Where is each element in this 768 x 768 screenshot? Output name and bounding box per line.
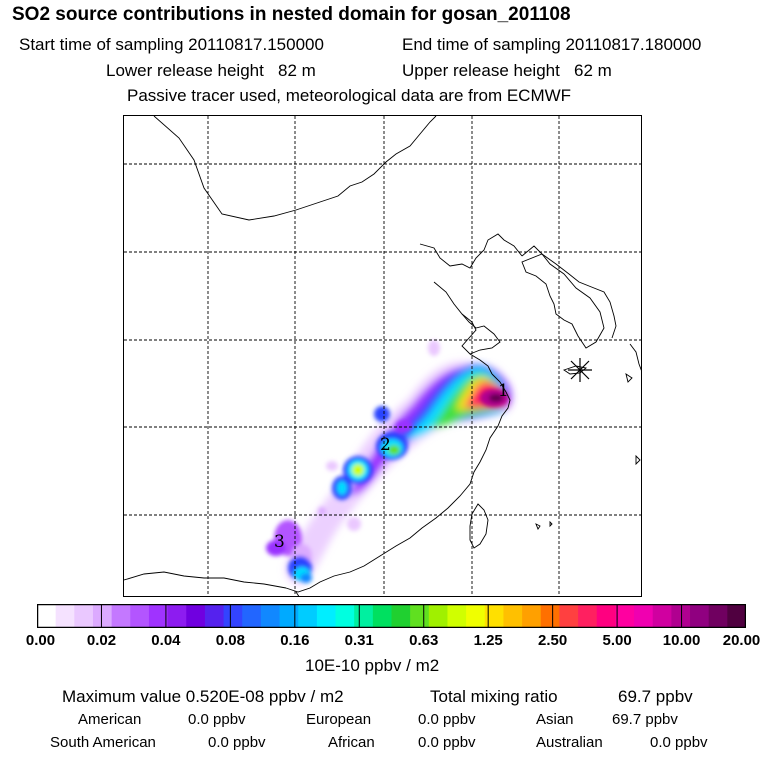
max-value-label: Maximum value 0.520E-08 ppbv / m2: [62, 687, 344, 706]
east-china-coast: [285, 373, 511, 593]
color-scale-tick-label: 1.25: [473, 632, 503, 649]
concentration-field: [266, 340, 512, 586]
region-australian-name: Australian: [536, 734, 603, 751]
region-asian-name: Asian: [536, 711, 574, 728]
map-canvas: 1 2 3: [124, 116, 641, 596]
color-scale-cell: [652, 604, 672, 628]
color-scale-cell: [204, 604, 225, 628]
color-scale-cell: [559, 604, 579, 628]
start-time-label: Start time of sampling 20110817.150000: [19, 35, 324, 54]
color-scale-cell: [391, 604, 411, 628]
upper-release-label: Upper release height 62 m: [402, 61, 612, 80]
end-time-label: End time of sampling 20110817.180000: [402, 35, 702, 54]
color-scale-cell: [615, 604, 635, 628]
color-scale-cell: [148, 604, 169, 628]
region-south-american-name: South American: [50, 734, 156, 751]
color-scale-cell: [223, 604, 243, 628]
region-african-value: 0.0 ppbv: [418, 734, 476, 751]
color-scale-cell: [466, 604, 486, 628]
shandong: [461, 313, 501, 355]
color-scale-cell: [690, 604, 710, 628]
color-scale-tick-label: 2.50: [538, 632, 568, 649]
color-scale-tick-label: 0.63: [409, 632, 439, 649]
inland-border-sw: [124, 571, 287, 589]
color-scale-tick-label: 10.00: [662, 632, 701, 649]
color-scale-cell: [130, 604, 150, 628]
coast-liaodong: [433, 281, 493, 375]
color-scale-cell: [354, 604, 374, 628]
color-scale-cell: [671, 604, 691, 628]
color-scale-cell: [372, 604, 393, 628]
unit-label: 10E-10 ppbv / m2: [305, 656, 440, 675]
color-scale-cell: [410, 604, 430, 628]
region-american-name: American: [78, 711, 142, 728]
total-mixing-label: Total mixing ratio: [430, 687, 558, 706]
color-scale-cell: [242, 604, 262, 628]
region-american-value: 0.0 ppbv: [188, 711, 246, 728]
color-scale-tick-label: 0.16: [280, 632, 310, 649]
color-scale-cell: [596, 604, 616, 628]
color-scale-cell: [74, 604, 94, 628]
color-scale-cell: [484, 604, 505, 628]
color-scale-cell: [540, 604, 561, 628]
source-label-1: 1: [498, 381, 509, 401]
color-scale-cell: [260, 604, 281, 628]
lower-release-label: Lower release height 82 m: [106, 61, 316, 80]
tracer-info-label: Passive tracer used, meteorological data…: [127, 86, 572, 105]
color-scale-cell: [55, 604, 75, 628]
color-scale-cell: [522, 604, 542, 628]
japan-kyushu: [629, 343, 641, 371]
taiwan: [469, 503, 489, 549]
page-title: SO2 source contributions in nested domai…: [12, 4, 571, 25]
coastlines: [124, 116, 641, 596]
region-european-name: European: [306, 711, 372, 728]
color-scale-cell: [578, 604, 598, 628]
color-scale-cell: [186, 604, 206, 628]
bohai-coast: [419, 233, 523, 269]
color-scale-cell: [167, 604, 187, 628]
color-scale-cell: [447, 604, 467, 628]
color-scale-cell: [37, 604, 57, 628]
color-scale-tick-label: 0.31: [344, 632, 374, 649]
korea-peninsula: [521, 253, 605, 349]
border-north: [153, 116, 437, 221]
color-scale-bar: [37, 604, 746, 628]
region-african-name: African: [328, 734, 375, 751]
color-scale-cell: [428, 604, 449, 628]
hainan-edge: [295, 591, 300, 596]
color-scale-tick-label: 0.02: [86, 632, 117, 649]
color-scale-tick-label: 20.00: [722, 632, 761, 649]
korea-border: [521, 245, 617, 339]
color-scale-cell: [708, 604, 728, 628]
asterisk-icon: [568, 358, 592, 382]
map-panel: 1 2 3: [123, 115, 642, 597]
color-scale-cell: [298, 604, 318, 628]
color-scale-cell: [335, 604, 355, 628]
color-scale-tick-label: 0.04: [151, 632, 181, 649]
color-scale-tick-label: 0.08: [215, 632, 245, 649]
region-south-american-value: 0.0 ppbv: [208, 734, 266, 751]
lat-lon-grid: [124, 116, 641, 596]
color-scale-cell: [92, 604, 113, 628]
source-label-3: 3: [274, 532, 285, 552]
color-scale-cell: [727, 604, 746, 628]
color-scale-cell: [111, 604, 131, 628]
color-scale-tick-label: 0.00: [25, 632, 56, 649]
region-asian-value: 69.7 ppbv: [612, 711, 678, 728]
source-label-2: 2: [380, 435, 391, 455]
color-scale-cell: [279, 604, 299, 628]
region-australian-value: 0.0 ppbv: [650, 734, 708, 751]
color-scale-tick-label: 5.00: [602, 632, 632, 649]
region-european-value: 0.0 ppbv: [418, 711, 476, 728]
color-scale-cell: [316, 604, 337, 628]
color-scale-cell: [634, 604, 654, 628]
total-mixing-value: 69.7 ppbv: [618, 687, 693, 706]
color-scale-cell: [503, 604, 523, 628]
